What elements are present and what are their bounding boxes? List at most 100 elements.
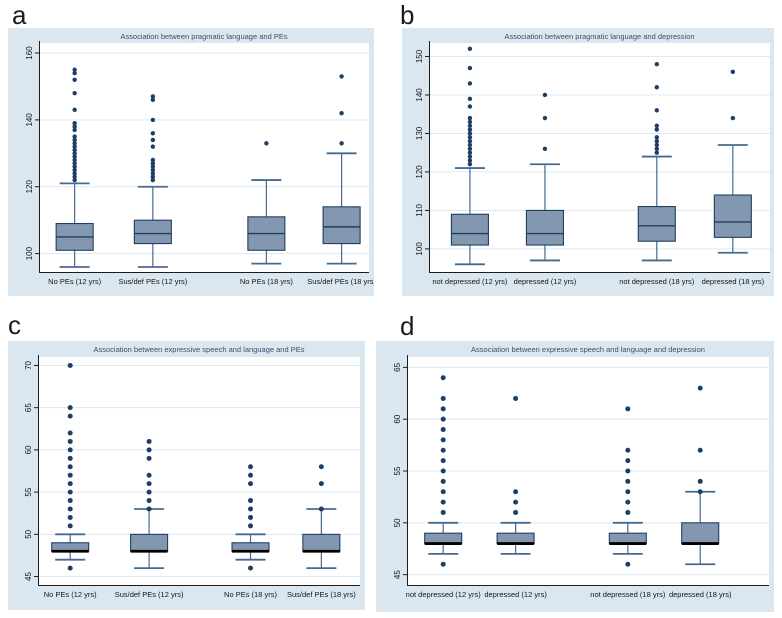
outlier-dot xyxy=(72,144,77,149)
outlier-dot xyxy=(467,142,473,148)
outlier-dot xyxy=(150,171,156,176)
outlier-dot xyxy=(72,154,77,159)
outlier-dot xyxy=(67,489,73,495)
outlier-dot xyxy=(67,472,73,478)
outlier-dot xyxy=(146,438,152,444)
outlier-dot xyxy=(440,489,446,495)
outlier-dot xyxy=(625,499,631,505)
outlier-dot xyxy=(513,395,519,401)
outlier-dot xyxy=(67,481,73,487)
outlier-dot xyxy=(67,362,73,368)
outlier-dot xyxy=(150,144,156,149)
outlier-dot xyxy=(654,146,659,152)
outlier-dot xyxy=(67,565,73,571)
x-category-label: No PEs (12 yrs) xyxy=(44,590,97,599)
panel-letter-d: d xyxy=(400,311,415,341)
y-tick-label: 55 xyxy=(24,487,33,496)
outlier-dot xyxy=(146,472,152,478)
outlier-dot xyxy=(440,447,446,453)
outlier-dot xyxy=(318,506,324,512)
outlier-dot xyxy=(654,142,659,148)
outlier-dot xyxy=(440,427,446,433)
outlier-dot xyxy=(150,131,156,136)
outlier-dot xyxy=(72,127,77,133)
outlier-dot xyxy=(67,447,73,453)
outlier-dot xyxy=(625,468,631,474)
outlier-dot xyxy=(654,127,659,132)
outlier-dot xyxy=(72,124,77,129)
outlier-dot xyxy=(440,478,446,484)
outlier-dot xyxy=(654,85,659,90)
y-tick-label: 50 xyxy=(393,518,402,527)
outlier-dot xyxy=(440,416,446,422)
y-tick-label: 140 xyxy=(25,113,34,127)
y-tick-label: 60 xyxy=(24,445,33,454)
outlier-dot xyxy=(625,509,631,515)
outlier-dot xyxy=(72,90,77,96)
outlier-dot xyxy=(150,157,156,163)
x-category-label: No PEs (18 yrs) xyxy=(240,277,293,286)
outlier-dot xyxy=(248,514,254,520)
y-tick-label: 65 xyxy=(24,403,33,412)
outlier-dot xyxy=(72,77,77,82)
outlier-dot xyxy=(72,147,77,153)
y-tick-label: 150 xyxy=(415,49,424,63)
y-tick-label: 130 xyxy=(415,126,424,140)
outlier-dot xyxy=(625,406,631,412)
outlier-dot xyxy=(654,138,659,144)
outlier-dot xyxy=(150,94,156,99)
outlier-dot xyxy=(67,430,73,436)
outlier-dot xyxy=(67,438,73,444)
outlier-dot xyxy=(248,523,254,529)
outlier-dot xyxy=(72,171,77,176)
outlier-dot xyxy=(440,406,446,412)
outlier-dot xyxy=(467,119,473,125)
panel-b: Association between pragmatic language a… xyxy=(402,28,774,296)
outlier-dot xyxy=(72,67,77,72)
outlier-dot xyxy=(654,150,659,155)
x-category-label: Sus/def PEs (18 yrs) xyxy=(287,590,356,599)
y-tick-label: 45 xyxy=(24,572,33,581)
y-tick-label: 120 xyxy=(25,180,34,194)
box xyxy=(133,219,172,245)
outlier-dot xyxy=(467,123,473,128)
panel-d: Association between expressive speech an… xyxy=(376,341,774,612)
outlier-dot xyxy=(697,385,703,391)
outlier-dot xyxy=(67,413,73,419)
x-category-label: not depressed (18 yrs) xyxy=(590,590,666,599)
outlier-dot xyxy=(72,107,77,113)
outlier-dot xyxy=(72,137,77,143)
outlier-dot xyxy=(67,498,73,504)
outlier-dot xyxy=(72,70,77,76)
outlier-dot xyxy=(150,174,156,179)
outlier-dot xyxy=(467,135,473,140)
outlier-dot xyxy=(150,137,156,143)
outlier-dot xyxy=(542,92,548,98)
y-tick-label: 60 xyxy=(393,414,402,423)
outlier-dot xyxy=(625,478,631,484)
outlier-dot xyxy=(150,164,156,169)
box xyxy=(681,522,720,545)
outlier-dot xyxy=(654,61,659,67)
box xyxy=(713,194,752,238)
outlier-dot xyxy=(513,509,519,515)
x-category-label: depressed (18 yrs) xyxy=(669,590,732,599)
outlier-dot xyxy=(318,481,324,487)
outlier-dot xyxy=(150,167,156,173)
outlier-dot xyxy=(72,177,77,183)
outlier-dot xyxy=(67,455,73,461)
outlier-dot xyxy=(467,127,473,132)
outlier-dot xyxy=(146,447,152,453)
outlier-dot xyxy=(67,514,73,520)
outlier-dot xyxy=(67,506,73,512)
y-tick-label: 50 xyxy=(24,529,33,538)
x-category-label: depressed (18 yrs) xyxy=(702,277,765,286)
outlier-dot xyxy=(467,158,473,163)
outlier-dot xyxy=(72,134,77,139)
outlier-dot xyxy=(467,146,473,152)
outlier-dot xyxy=(467,96,473,102)
y-tick-label: 140 xyxy=(415,88,424,102)
y-tick-label: 45 xyxy=(393,570,402,579)
outlier-dot xyxy=(146,481,152,487)
